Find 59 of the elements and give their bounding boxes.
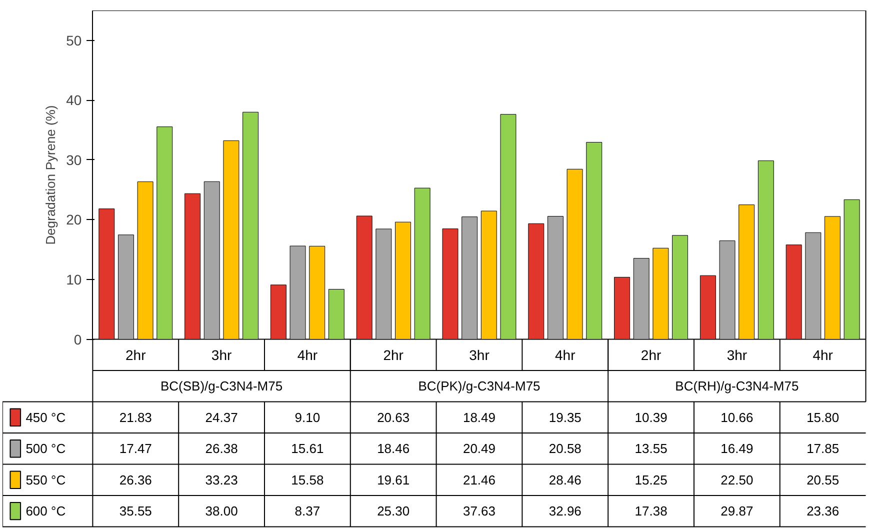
x-tick-label: 2hr — [383, 346, 404, 363]
data-label: 9.10 — [294, 410, 320, 425]
x-tick-label: 4hr — [297, 346, 318, 363]
x-tick-label: 3hr — [469, 346, 490, 363]
data-label: 25.30 — [377, 504, 410, 519]
data-label: 16.49 — [720, 441, 754, 456]
y-tick-label: 20 — [66, 212, 82, 228]
y-axis-title: Degradation Pyrene (%) — [42, 105, 58, 245]
data-label: 17.38 — [634, 504, 668, 519]
data-label: 20.63 — [377, 410, 410, 425]
data-label: 8.37 — [294, 504, 320, 519]
data-label: 21.83 — [119, 410, 152, 425]
data-label: 15.61 — [291, 441, 324, 456]
legend-label: 600 °C — [26, 504, 66, 519]
data-label: 20.55 — [806, 472, 840, 488]
data-label: 24.37 — [205, 410, 238, 425]
data-label: 29.87 — [720, 504, 754, 519]
data-label: 13.55 — [634, 441, 668, 456]
data-label: 20.49 — [462, 441, 496, 456]
y-tick-label: 0 — [74, 331, 82, 348]
legend-label: 550 °C — [26, 472, 66, 488]
data-label: 15.58 — [291, 472, 324, 488]
data-label: 15.80 — [806, 410, 840, 425]
data-label: 32.96 — [548, 504, 582, 519]
y-tick-label: 10 — [66, 272, 82, 288]
x-tick-label: 3hr — [211, 346, 232, 363]
x-tick-label: 3hr — [726, 346, 748, 363]
data-label: 10.66 — [720, 410, 754, 425]
data-label: 28.46 — [548, 472, 582, 488]
y-tick-label: 50 — [66, 32, 82, 48]
text: BC(SB)/g-C3N4-M75 — [160, 378, 283, 394]
data-label: 19.61 — [377, 472, 410, 488]
data-label: 26.38 — [205, 441, 238, 456]
data-label: 26.36 — [119, 472, 152, 488]
data-label: 18.46 — [377, 441, 410, 456]
data-label: 37.63 — [462, 504, 496, 519]
data-label: 35.55 — [119, 504, 152, 519]
data-label: 17.47 — [119, 441, 152, 456]
data-label: 21.46 — [462, 472, 496, 488]
data-label: 38.00 — [205, 504, 238, 519]
text: BC(PK)/g-C3N4-M75 — [418, 378, 540, 394]
data-label: 15.25 — [634, 472, 668, 488]
x-tick-label: 2hr — [640, 346, 662, 363]
data-label: 17.85 — [806, 441, 840, 456]
legend-label: 500 °C — [26, 441, 66, 456]
data-label: 19.35 — [548, 410, 582, 425]
data-label: 23.36 — [806, 504, 840, 519]
y-tick-label: 30 — [66, 152, 82, 168]
x-tick-label: 4hr — [812, 346, 834, 363]
data-label: 10.39 — [634, 410, 668, 425]
data-label: 33.23 — [205, 472, 238, 488]
data-label: 20.58 — [548, 441, 582, 456]
x-tick-label: 4hr — [555, 346, 576, 363]
legend-label: 450 °C — [26, 410, 66, 425]
x-tick-label: 2hr — [126, 346, 146, 363]
text: BC(RH)/g-C3N4-M75 — [675, 378, 799, 394]
data-label: 22.50 — [720, 472, 754, 488]
y-tick-label: 40 — [66, 92, 82, 108]
data-label: 18.49 — [462, 410, 496, 425]
